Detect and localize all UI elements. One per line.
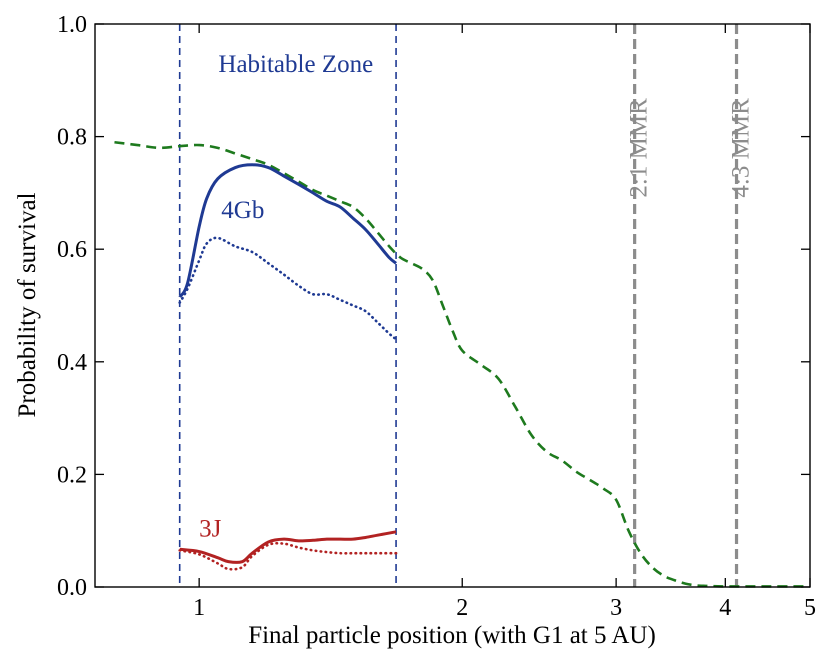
y-tick-label: 0.0 bbox=[57, 575, 87, 601]
y-tick-label: 0.4 bbox=[57, 350, 87, 376]
x-tick-label: 3 bbox=[610, 595, 622, 621]
4gb-label: 4Gb bbox=[221, 197, 264, 224]
series-line-all-particles bbox=[114, 140, 810, 588]
mmr-4-3-label: 4:3 MMR bbox=[727, 98, 754, 198]
series-line-4Gb-solid bbox=[178, 163, 398, 298]
x-tick-label: 1 bbox=[193, 595, 205, 621]
y-axis-title: Probability of survival bbox=[14, 192, 41, 417]
y-tick-label: 1.0 bbox=[57, 12, 87, 38]
plot-content: Habitable Zone 4Gb 3J 2:1 MMR 4:3 MMR bbox=[114, 24, 810, 588]
x-tick-label: 4 bbox=[719, 595, 731, 621]
3j-label: 3J bbox=[199, 515, 222, 542]
habitable-zone-label: Habitable Zone bbox=[218, 51, 373, 78]
axis-ticks: 0.0 0.2 0.4 0.6 0.8 1.0 1 2 3 4 5 bbox=[57, 12, 816, 621]
x-axis-title: Final particle position (with G1 at 5 AU… bbox=[248, 622, 656, 649]
plot-frame bbox=[94, 23, 811, 588]
y-tick-label: 0.8 bbox=[57, 125, 87, 151]
x-tick-label: 2 bbox=[456, 595, 468, 621]
series-line-4Gb-dotted bbox=[178, 236, 398, 341]
mmr-2-1-label: 2:1 MMR bbox=[626, 98, 653, 198]
y-tick-label: 0.2 bbox=[57, 462, 87, 488]
series-line-3J-dotted bbox=[178, 541, 398, 571]
series-line-3J-solid bbox=[179, 530, 397, 564]
y-tick-label: 0.6 bbox=[57, 237, 87, 263]
x-tick-label: 5 bbox=[804, 595, 816, 621]
